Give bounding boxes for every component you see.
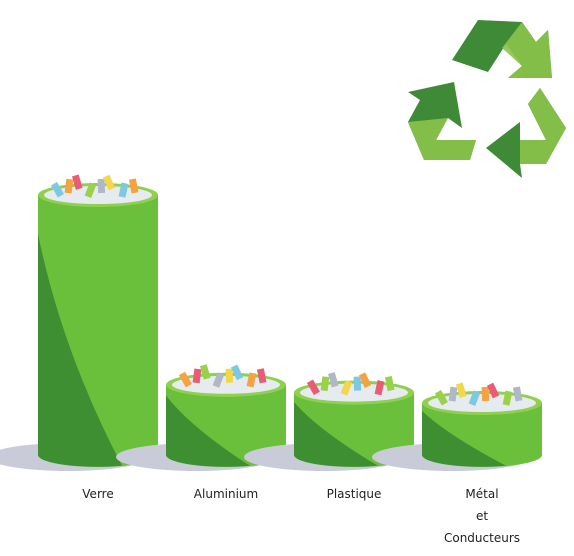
content-piece [358, 372, 372, 388]
content-piece [327, 372, 339, 388]
content-piece [434, 389, 448, 406]
content-piece [455, 382, 467, 398]
content-piece [128, 178, 139, 194]
content-piece [256, 368, 267, 384]
content-piece [102, 174, 116, 191]
content-piece [64, 178, 74, 194]
category-label: Verre [82, 487, 114, 501]
category-label: Plastique [326, 487, 382, 501]
content-piece [246, 372, 257, 388]
content-piece [84, 182, 97, 198]
content-piece [97, 178, 106, 194]
content-piece [192, 368, 202, 384]
content-piece [225, 368, 234, 383]
content-piece [50, 181, 64, 198]
content-piece [212, 372, 225, 388]
content-piece [481, 386, 490, 402]
cylinder-shade [38, 234, 122, 467]
category-label: Métal et Conducteurs [443, 487, 521, 545]
category-label: Aluminium [193, 487, 259, 501]
content-piece [230, 364, 244, 381]
content-piece [199, 364, 211, 380]
content-piece [448, 386, 458, 402]
content-piece [353, 376, 362, 391]
content-piece [374, 380, 385, 396]
cylinder-shade [422, 410, 506, 467]
content-piece [320, 376, 330, 392]
content-piece [486, 382, 500, 399]
cylinder-shade [166, 395, 250, 467]
content-piece [384, 376, 395, 392]
cylinder-shade [294, 401, 378, 467]
content-piece [178, 371, 192, 388]
content-piece [71, 174, 83, 190]
content-piece [118, 182, 129, 198]
recycle-icon [408, 20, 566, 178]
content-piece [306, 379, 320, 396]
content-piece [502, 390, 513, 406]
content-piece [512, 386, 523, 402]
content-piece [468, 390, 481, 406]
content-piece [340, 379, 353, 396]
